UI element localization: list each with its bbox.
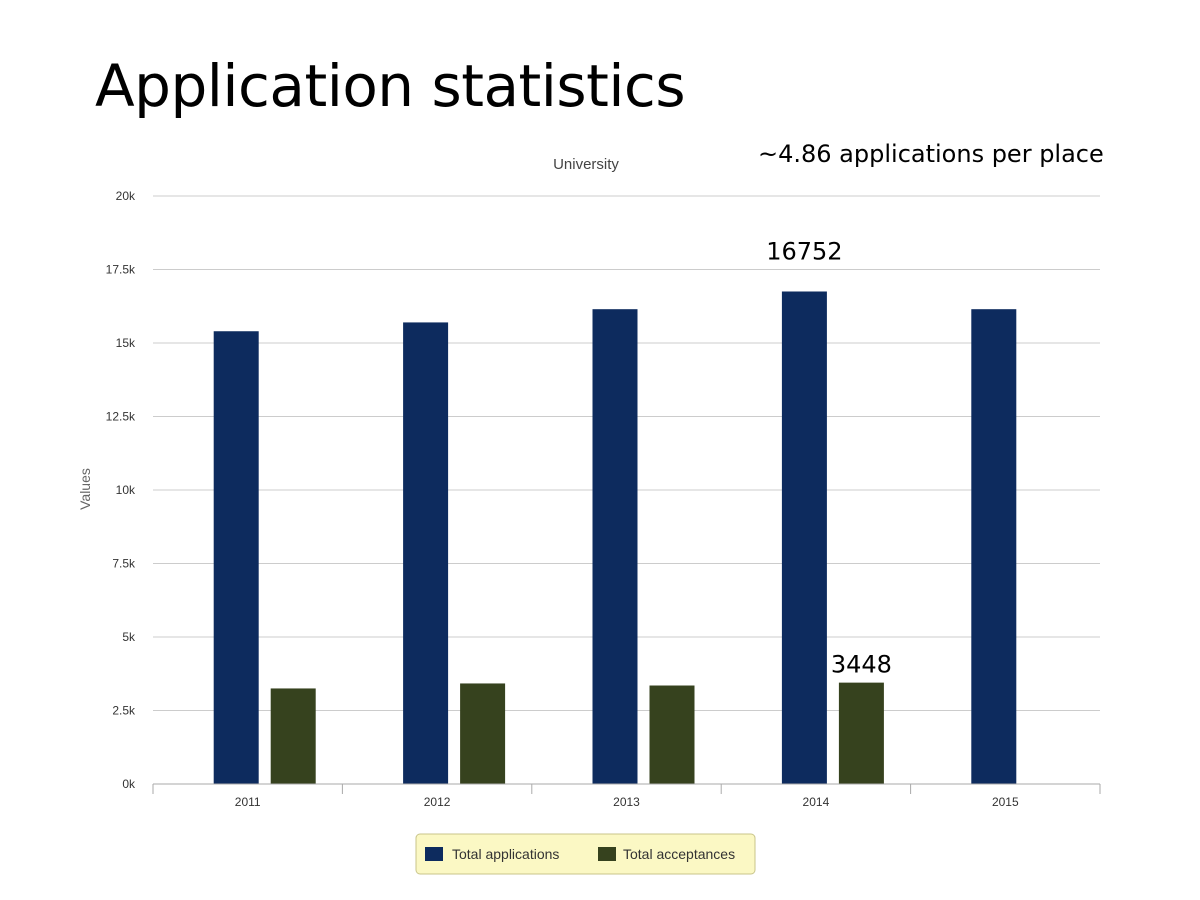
bar-acceptances-2012	[460, 683, 506, 784]
bar-applications-2014	[781, 291, 827, 784]
y-tick-label: 7.5k	[112, 557, 136, 571]
y-axis-label: Values	[77, 468, 93, 510]
bar-applications-2012	[403, 322, 449, 784]
y-tick-label: 17.5k	[106, 263, 136, 277]
y-axis-ticks: 0k 2.5k 5k 7.5k 10k 12.5k 15k 17.5k 20k	[106, 189, 136, 791]
ratio-annotation: ~4.86 applications per place	[758, 140, 1104, 168]
legend-swatch	[425, 847, 443, 861]
data-label: 16752	[766, 237, 842, 265]
bar-applications-2013	[592, 309, 638, 784]
data-label: 3448	[831, 651, 892, 679]
y-tick-label: 5k	[122, 630, 136, 644]
chart-title: University	[553, 156, 619, 173]
legend-label: Total applications	[452, 846, 559, 862]
bar-acceptances-2013	[649, 685, 695, 784]
x-axis: 2011 2012 2013 2014 2015	[152, 783, 1101, 809]
x-tick-label: 2015	[992, 795, 1019, 809]
x-tick-label: 2012	[424, 795, 451, 809]
slide-title: Application statistics	[95, 52, 686, 120]
legend-swatch	[598, 847, 616, 861]
y-tick-label: 10k	[116, 483, 136, 497]
bar-acceptances-2011	[270, 688, 316, 784]
y-tick-label: 15k	[116, 336, 136, 350]
bars	[213, 291, 1017, 784]
legend: Total applications Total acceptances	[415, 833, 756, 875]
bar-applications-2011	[213, 331, 259, 784]
x-tick-label: 2011	[235, 795, 261, 809]
y-tick-label: 20k	[116, 189, 136, 203]
x-tick-label: 2013	[613, 795, 640, 809]
y-tick-label: 0k	[122, 777, 136, 791]
legend-label: Total acceptances	[623, 846, 735, 862]
bar-acceptances-2014	[838, 682, 884, 784]
x-tick-label: 2014	[803, 795, 830, 809]
legend-box	[415, 833, 756, 875]
y-tick-label: 2.5k	[112, 704, 136, 718]
bar-applications-2015	[971, 309, 1017, 784]
data-labels: 16752 3448	[766, 237, 892, 678]
y-tick-label: 12.5k	[106, 410, 136, 424]
